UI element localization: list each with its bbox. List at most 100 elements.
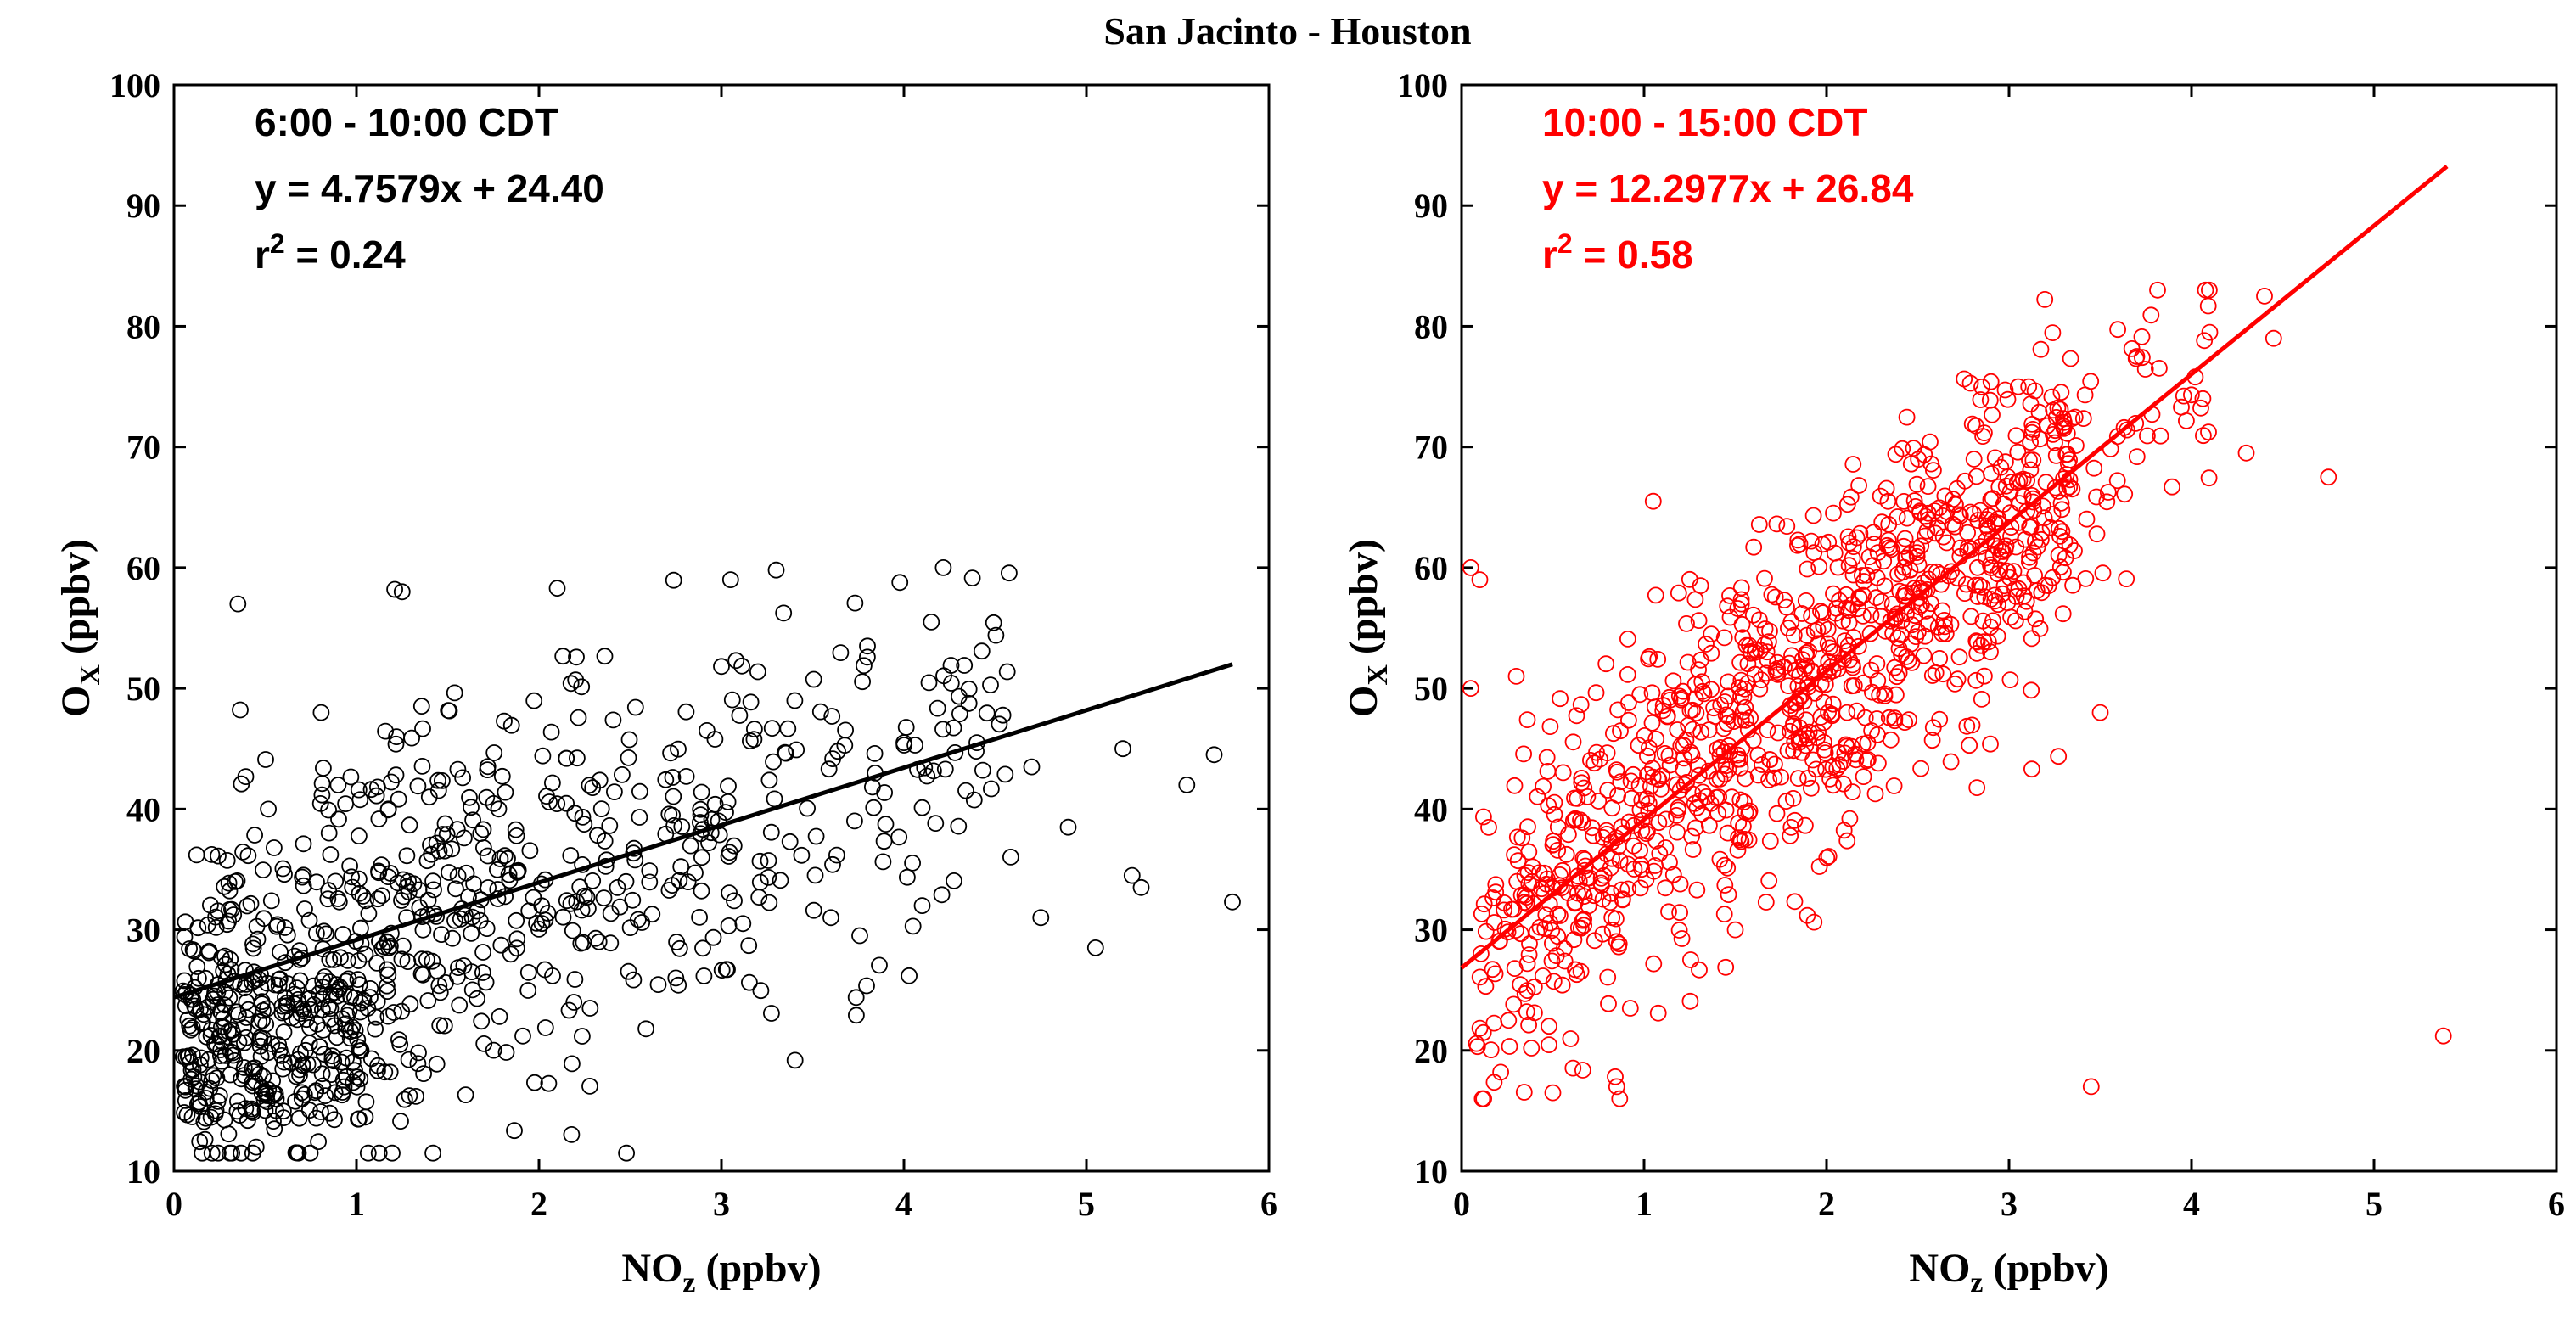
data-point	[414, 966, 432, 984]
data-point	[823, 708, 841, 725]
data-point	[996, 765, 1014, 783]
data-point	[278, 994, 296, 1012]
data-point	[1631, 842, 1648, 859]
data-point	[1594, 890, 1612, 908]
data-point	[251, 1031, 269, 1049]
data-point	[1719, 597, 1737, 615]
data-point	[2021, 548, 2038, 566]
data-point	[480, 879, 497, 896]
data-point	[1619, 666, 1636, 683]
data-point	[662, 744, 679, 762]
data-point	[601, 817, 619, 834]
data-point	[362, 781, 380, 799]
data-point	[1533, 880, 1551, 898]
data-point	[1742, 709, 1759, 726]
data-point	[1114, 740, 1131, 758]
data-point	[1520, 946, 1538, 963]
data-point	[1778, 518, 1796, 535]
data-point	[590, 933, 608, 950]
data-point	[1763, 586, 1781, 603]
data-point	[693, 849, 710, 866]
data-point	[1984, 406, 2001, 423]
data-point	[249, 930, 267, 948]
data-point	[749, 663, 766, 681]
data-point	[1793, 605, 1811, 622]
y-tick-label: 40	[1414, 790, 1448, 828]
data-point	[1896, 530, 1914, 547]
data-point	[665, 817, 682, 834]
data-point	[1732, 833, 1750, 850]
data-point	[1671, 875, 1689, 893]
x-tick-label: 0	[166, 1185, 182, 1223]
data-point	[386, 580, 404, 598]
data-point	[1842, 488, 1860, 506]
data-point	[422, 836, 439, 854]
data-point	[285, 995, 303, 1012]
data-point	[430, 842, 448, 860]
data-point	[415, 1065, 433, 1082]
data-point	[1934, 665, 1952, 683]
data-point	[1863, 683, 1881, 701]
data-point	[1608, 1078, 1625, 1096]
data-point	[1962, 608, 1980, 625]
data-point	[1917, 627, 1934, 645]
data-point	[1506, 777, 1524, 794]
data-point	[2088, 488, 2105, 506]
data-point	[1518, 1003, 1535, 1020]
x-axis-label: NOz (ppbv)	[1909, 1246, 2108, 1298]
data-point	[1741, 802, 1759, 820]
data-point	[665, 571, 682, 589]
annotation-equation: y = 12.2977x + 26.84	[1542, 166, 1914, 210]
data-point	[1898, 408, 1916, 426]
data-point	[407, 1088, 425, 1105]
data-point	[400, 1051, 418, 1068]
regression-line	[1460, 165, 2449, 970]
data-point	[2034, 497, 2051, 515]
data-point	[604, 711, 622, 729]
data-point	[1462, 680, 1479, 697]
data-point	[942, 657, 960, 674]
data-point	[1567, 961, 1584, 979]
data-point	[225, 906, 243, 923]
data-point	[333, 1053, 351, 1071]
data-point	[985, 614, 1002, 631]
data-point	[1613, 881, 1630, 899]
data-point	[260, 800, 278, 818]
data-point	[322, 846, 340, 863]
data-point	[188, 846, 205, 864]
data-point	[1132, 878, 1150, 896]
annotation-r-squared: r2 = 0.24	[255, 228, 406, 277]
data-point	[355, 991, 373, 1009]
data-point	[457, 1086, 474, 1103]
data-point	[1721, 587, 1738, 604]
data-point	[1986, 586, 2004, 604]
data-point	[805, 670, 822, 688]
data-point	[720, 917, 738, 934]
data-point	[1956, 585, 1973, 602]
data-point	[1896, 714, 1914, 731]
data-point	[740, 937, 758, 955]
data-point	[1886, 659, 1904, 676]
data-point	[1671, 782, 1689, 799]
data-point	[201, 896, 219, 914]
data-point	[197, 1083, 215, 1101]
data-point	[348, 1068, 366, 1086]
data-point	[824, 855, 841, 873]
data-point	[1475, 1090, 1492, 1108]
data-point	[606, 783, 623, 800]
data-point	[2256, 287, 2273, 305]
data-point	[375, 938, 393, 956]
data-point	[271, 970, 289, 988]
data-point	[1607, 1068, 1624, 1085]
data-point	[570, 709, 587, 726]
data-point	[1568, 707, 1585, 725]
data-point	[463, 925, 480, 942]
data-point	[1810, 858, 1828, 875]
data-point	[275, 1053, 293, 1071]
data-point	[1890, 664, 1908, 681]
data-point	[1608, 933, 1625, 950]
y-tick-label: 60	[1414, 549, 1448, 587]
data-point	[1545, 973, 1563, 990]
data-point	[474, 964, 491, 981]
